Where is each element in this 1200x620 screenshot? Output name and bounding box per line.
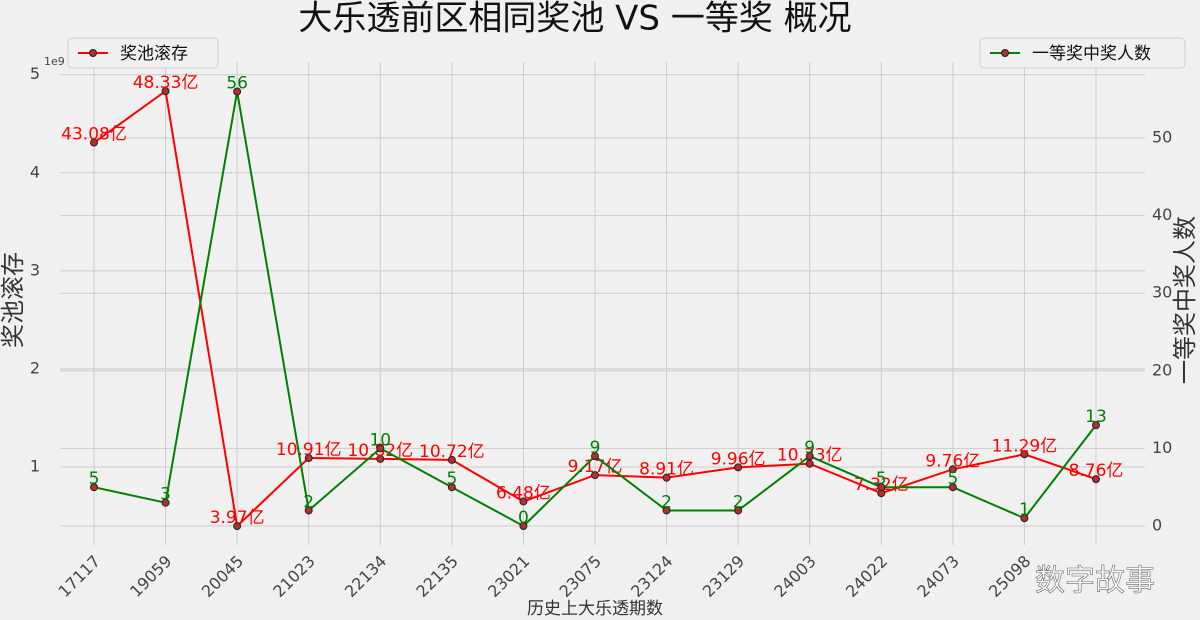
data-point <box>519 497 528 506</box>
data-point <box>662 473 671 482</box>
y2-tick-label: 50 <box>1152 128 1172 147</box>
data-label: 2 <box>733 492 744 512</box>
data-point <box>805 452 814 461</box>
y2-tick-label: 40 <box>1152 205 1172 224</box>
y2-tick-label: 20 <box>1152 360 1172 379</box>
data-point <box>90 138 98 147</box>
y-tick-label: 3 <box>30 260 40 279</box>
data-label: 5 <box>446 469 457 489</box>
y-tick-label: 2 <box>30 358 40 377</box>
x-tick-label: 23075 <box>556 552 605 601</box>
data-label: 9.76亿 <box>925 451 980 471</box>
data-label: 5 <box>947 469 958 489</box>
data-label: 10.72亿 <box>419 442 485 462</box>
data-point <box>447 483 456 492</box>
data-point <box>948 465 957 474</box>
y-tick-label: 5 <box>30 64 40 83</box>
data-label: 9 <box>804 438 815 458</box>
data-point <box>161 87 170 96</box>
data-point <box>304 506 313 515</box>
data-point <box>1092 421 1100 430</box>
data-point <box>662 506 671 515</box>
x-tick-label: 17117 <box>55 552 104 601</box>
data-point <box>161 498 170 507</box>
data-point <box>805 459 814 468</box>
legend-box <box>67 37 219 69</box>
data-point <box>877 483 886 492</box>
data-point <box>233 87 242 96</box>
x-tick-label: 23021 <box>484 552 533 601</box>
y-tick-label: 1 <box>30 456 40 475</box>
watermark: 数字故事 <box>1035 564 1155 599</box>
data-label: 56 <box>226 73 248 93</box>
data-point <box>734 506 743 515</box>
data-label: 9.96亿 <box>711 449 766 469</box>
x-tick-label: 22134 <box>341 552 390 601</box>
data-point <box>447 455 456 464</box>
legend: 一等奖中奖人数 <box>979 37 1186 69</box>
data-label: 2 <box>661 492 672 512</box>
data-point <box>591 471 599 480</box>
data-label: 3 <box>160 485 171 505</box>
data-point <box>376 444 385 453</box>
chart-title: 大乐透前区相同奖池 VS 一等奖 概况 <box>298 0 851 39</box>
data-point <box>304 454 313 463</box>
y2-tick-label: 10 <box>1152 438 1172 457</box>
data-point <box>734 463 743 472</box>
data-label: 6.48亿 <box>496 483 551 503</box>
data-point <box>948 483 957 492</box>
x-tick-label: 25098 <box>985 552 1034 601</box>
legend-marker <box>1001 49 1009 57</box>
x-tick-label: 24022 <box>842 552 891 601</box>
data-label: 48.33亿 <box>133 73 199 93</box>
data-point <box>1020 514 1029 523</box>
data-point <box>376 454 385 463</box>
x-tick-label: 21023 <box>269 552 318 601</box>
data-label: 11.29亿 <box>992 436 1058 456</box>
data-label: 13 <box>1085 407 1107 427</box>
legend-marker <box>89 49 97 57</box>
data-label: 8.91亿 <box>639 460 694 480</box>
data-point <box>519 521 528 530</box>
data-label: 43.08亿 <box>61 125 127 145</box>
data-point <box>90 483 98 492</box>
legend-box <box>979 37 1186 69</box>
data-point <box>233 522 242 531</box>
y2-tick-label: 30 <box>1152 283 1172 302</box>
x-tick-label: 20045 <box>198 552 247 601</box>
legend-label: 一等奖中奖人数 <box>1032 44 1151 64</box>
data-label: 0 <box>518 508 529 528</box>
data-label: 5 <box>89 469 100 489</box>
y2-axis-label: 一等奖中奖人数 <box>1171 216 1199 384</box>
data-label: 8.76亿 <box>1069 461 1124 481</box>
data-label: 9 <box>590 438 601 458</box>
x-tick-label: 24003 <box>770 552 819 601</box>
legend-label: 奖池滚存 <box>120 44 188 64</box>
data-point <box>591 452 599 461</box>
data-label: 2 <box>303 492 314 512</box>
x-tick-label: 23124 <box>627 552 676 601</box>
y-axis-label: 奖池滚存 <box>0 252 27 348</box>
y-offset-label: 1e9 <box>44 55 65 68</box>
data-label: 3.97亿 <box>210 508 265 528</box>
data-point <box>1020 450 1029 459</box>
data-point <box>1092 475 1100 484</box>
x-tick-label: 22135 <box>412 552 461 601</box>
y2-tick-label: 0 <box>1152 515 1162 534</box>
legend: 奖池滚存 <box>67 37 219 69</box>
data-label: 5 <box>876 469 887 489</box>
x-tick-label: 19059 <box>126 552 175 601</box>
data-label: 10.91亿 <box>276 440 342 460</box>
data-label: 1 <box>1019 500 1030 520</box>
data-label: 9.17亿 <box>568 457 623 477</box>
x-tick-label: 24073 <box>913 552 962 601</box>
y-tick-label: 4 <box>30 162 40 181</box>
x-axis-label: 历史上大乐透期数 <box>527 599 663 619</box>
x-tick-label: 23129 <box>699 552 748 601</box>
data-label: 10 <box>369 430 391 450</box>
